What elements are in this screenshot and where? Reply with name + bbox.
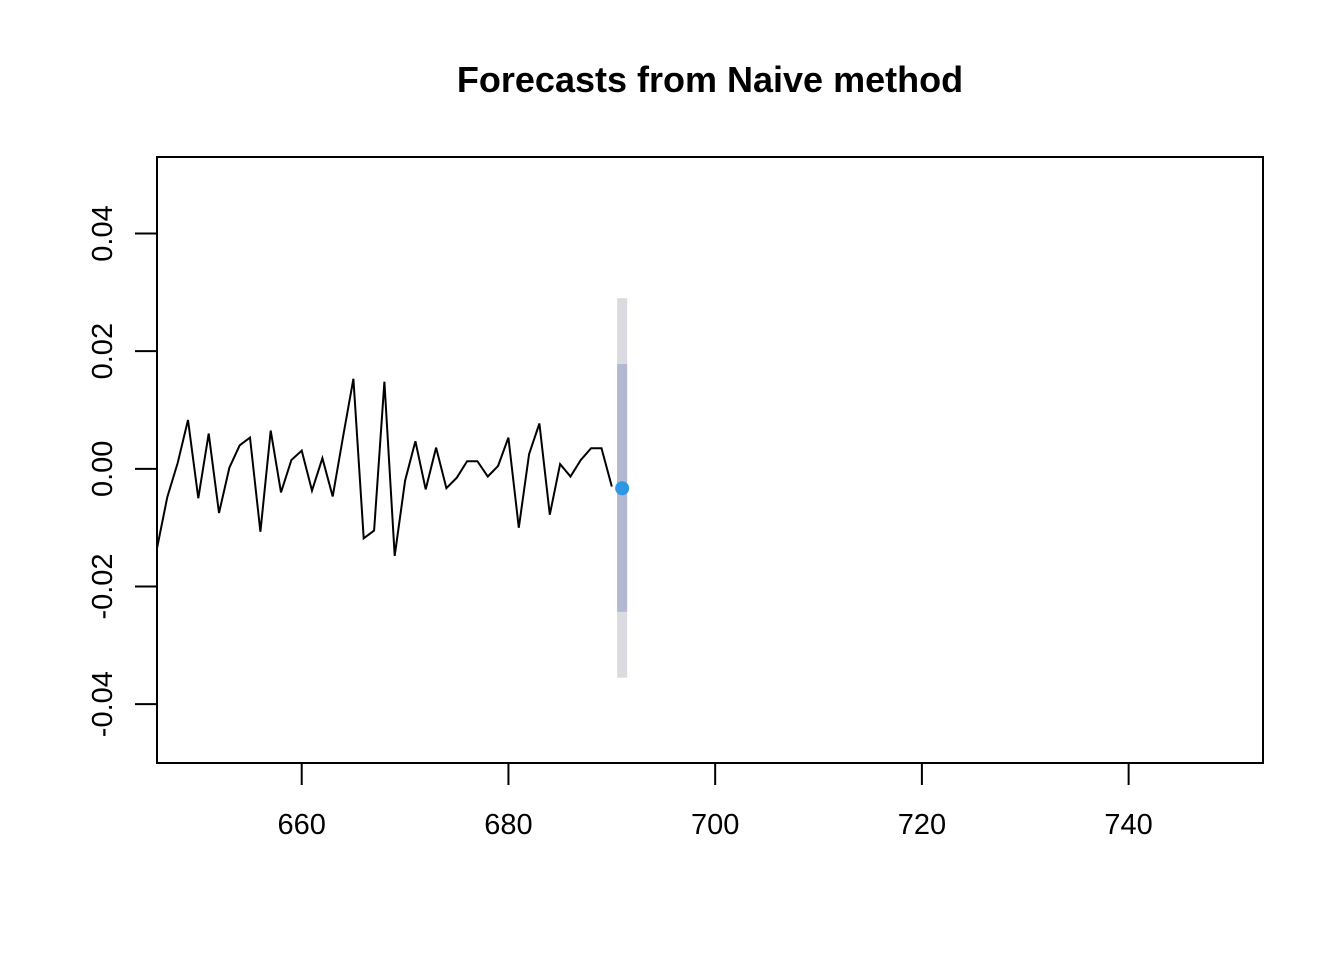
x-tick-label: 740 xyxy=(1104,809,1152,841)
series-layer xyxy=(156,378,630,557)
x-tick-label: 720 xyxy=(898,809,946,841)
x-tick-label: 660 xyxy=(278,809,326,841)
y-tick-label: 0.02 xyxy=(87,323,119,379)
x-axis: 660 680 700 720 740 xyxy=(278,762,1153,841)
x-tick-label: 680 xyxy=(484,809,532,841)
y-tick-label: 0.00 xyxy=(87,441,119,497)
chart-title: Forecasts from Naive method xyxy=(457,59,963,100)
x-tick-label: 700 xyxy=(691,809,739,841)
y-tick-label: 0.04 xyxy=(87,205,119,261)
y-tick-label: -0.02 xyxy=(87,553,119,619)
history-line xyxy=(156,378,613,557)
y-tick-label: -0.04 xyxy=(87,671,119,737)
y-axis: -0.04 -0.02 0.00 0.02 0.04 xyxy=(87,205,158,737)
point-forecast-marker xyxy=(615,481,630,496)
